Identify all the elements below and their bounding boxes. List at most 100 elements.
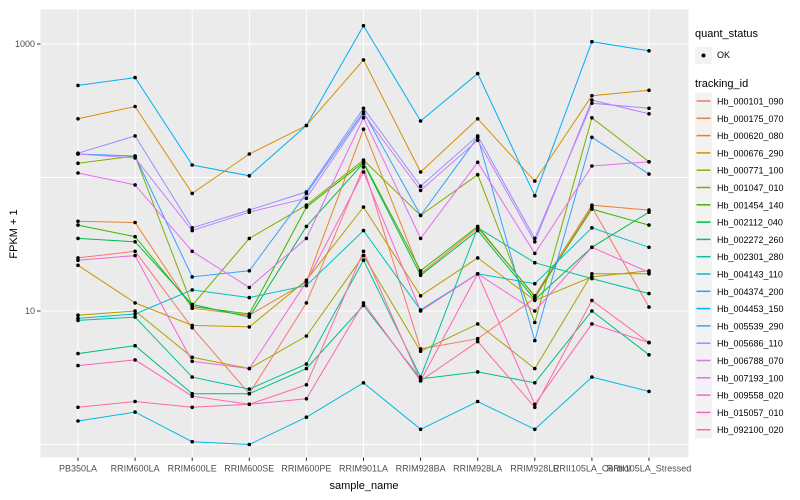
legend-item-label: Hb_005539_290 [717,321,784,331]
data-point [190,302,194,307]
data-point [133,309,137,313]
data-point [361,205,366,209]
x-tick-label: PB350LA [59,464,97,474]
data-point [133,315,137,319]
data-point [590,98,594,102]
legend-item-label: Hb_004374_200 [717,287,784,297]
data-point [475,336,480,341]
data-point [304,205,309,209]
data-point [533,427,537,432]
data-point [76,316,80,321]
data-point [475,71,480,76]
data-point [76,419,80,423]
data-point [647,112,651,116]
data-point [647,223,651,227]
data-point [533,251,537,256]
data-point [590,135,594,140]
data-point [304,123,309,128]
data-point [533,402,537,407]
data-point [133,301,137,305]
data-point [361,258,366,263]
data-point [647,245,651,250]
data-point [190,355,194,360]
legend-item-label: Hb_007193_100 [717,373,784,383]
data-point [133,134,137,138]
data-point [76,236,80,241]
data-point [475,228,480,233]
data-point [361,116,366,120]
data-point [304,280,309,284]
data-point [475,370,480,374]
data-point [361,112,366,116]
data-point [133,253,137,258]
data-point [590,226,594,230]
data-point [418,188,423,193]
data-point [418,375,423,379]
data-point [190,394,194,399]
data-point [533,320,537,325]
data-point [247,174,252,178]
data-point [247,285,252,290]
data-point [533,281,537,286]
legend-item-label: Hb_000175_070 [717,114,784,124]
data-point [76,258,80,263]
legend-item-label: Hb_001454_140 [717,200,784,210]
data-point [133,75,137,80]
data-point [590,93,594,98]
data-point [475,322,480,326]
data-point [418,427,423,432]
data-point [475,134,480,138]
data-point [361,381,366,385]
data-point [247,391,252,396]
legend-item-label: Hb_000101_090 [717,97,784,107]
data-point [304,383,309,387]
data-point [475,172,480,177]
data-point [247,236,252,241]
data-point [361,249,366,254]
data-point [590,298,594,303]
data-point [361,165,366,169]
data-point [590,39,594,44]
data-point [76,161,80,165]
data-point [133,104,137,109]
legend-item-label: Hb_006788_070 [717,356,784,366]
data-point [647,172,651,176]
data-point [475,138,480,143]
data-point [304,196,309,200]
data-point [247,269,252,273]
data-point [590,101,594,105]
data-point [247,315,252,319]
data-point [647,270,651,275]
data-point [190,359,194,364]
data-point [76,405,80,410]
data-point [76,171,80,175]
legend-item-label: Hb_004453_150 [717,304,784,314]
data-point [533,260,537,265]
data-point [590,272,594,276]
legend-item-label: Hb_004143_110 [717,270,783,280]
legend-ok-point-icon [701,53,706,58]
x-tick-label: RRIM901LA [339,464,388,474]
data-point [190,323,194,328]
data-point [590,203,594,207]
data-point [590,116,594,120]
data-point [247,387,252,391]
data-point [247,402,252,407]
data-point [418,236,423,241]
x-tick-label: RRIM928LA [453,464,502,474]
data-point [361,161,366,165]
data-point [304,283,309,288]
data-point [475,160,480,165]
data-point [590,309,594,313]
data-point [590,276,594,281]
data-point [190,288,194,292]
data-point [647,106,651,111]
data-point [361,23,366,28]
data-point [590,245,594,250]
data-point [647,160,651,164]
legend-item-label: Hb_001047_010 [717,183,784,193]
legend-item-label: Hb_000676_290 [717,148,784,158]
legend-item-label: Hb_015057_010 [717,408,784,418]
data-point [533,338,537,343]
data-point [418,213,423,218]
